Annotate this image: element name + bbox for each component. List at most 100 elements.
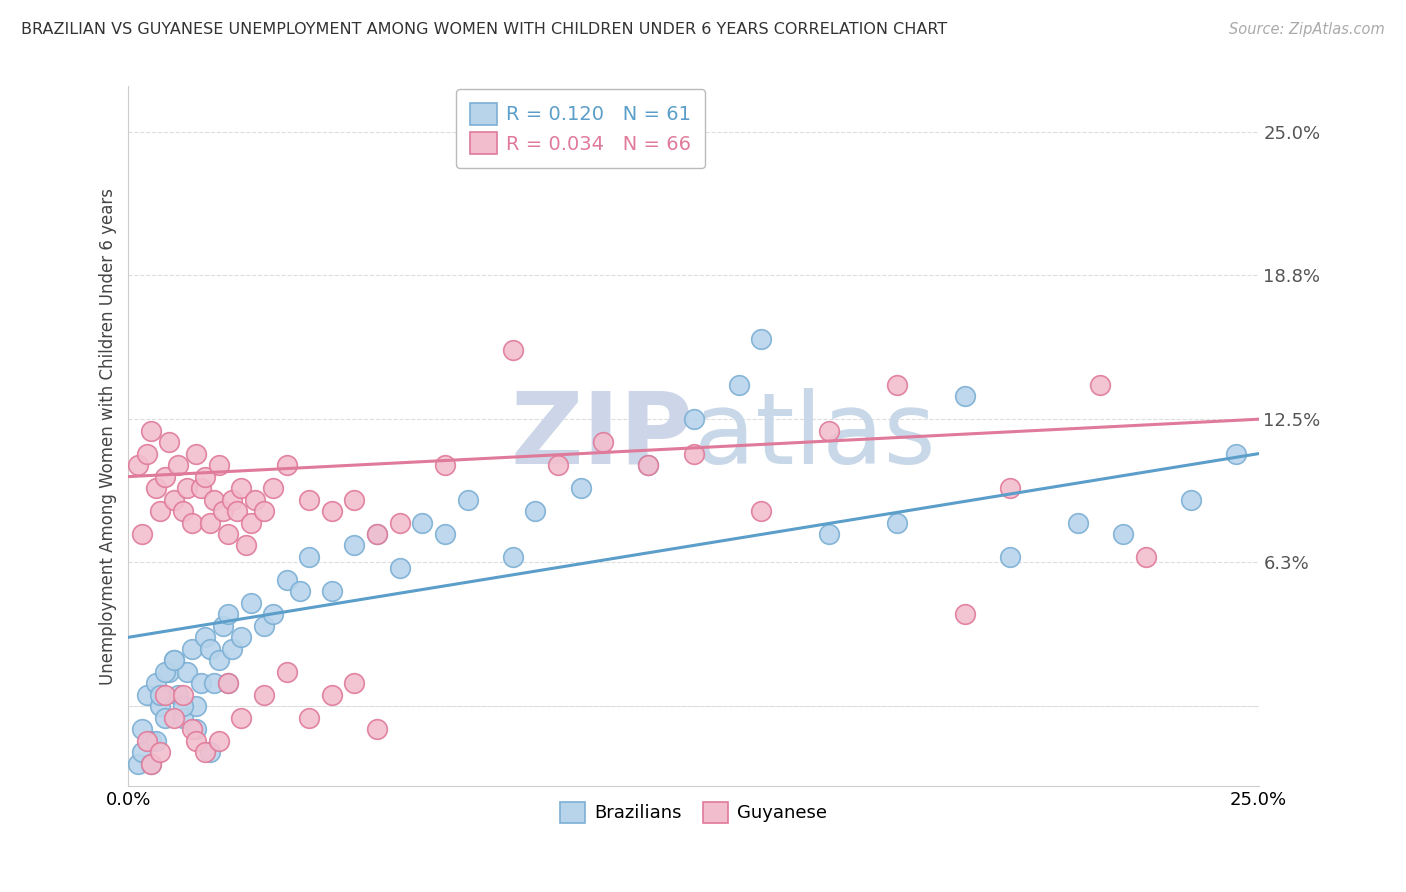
Point	[276, 665, 298, 679]
Point	[749, 504, 772, 518]
Point	[186, 722, 208, 736]
Text: atlas: atlas	[693, 388, 935, 485]
Point	[276, 573, 298, 587]
Point	[217, 527, 239, 541]
Point	[153, 711, 176, 725]
Point	[139, 733, 162, 747]
Point	[502, 549, 524, 564]
Point	[343, 492, 366, 507]
Legend: Brazilians, Guyanese: Brazilians, Guyanese	[548, 791, 838, 833]
Point	[569, 481, 592, 495]
Point	[202, 676, 225, 690]
Point	[135, 447, 157, 461]
Point	[194, 630, 217, 644]
Point	[127, 756, 149, 771]
Point	[243, 492, 266, 507]
Point	[172, 504, 194, 518]
Point	[1225, 447, 1247, 461]
Point	[235, 538, 257, 552]
Point	[1112, 527, 1135, 541]
Point	[135, 688, 157, 702]
Point	[998, 549, 1021, 564]
Point	[457, 492, 479, 507]
Point	[1180, 492, 1202, 507]
Point	[198, 516, 221, 530]
Point	[388, 561, 411, 575]
Point	[139, 756, 162, 771]
Point	[153, 665, 176, 679]
Point	[818, 527, 841, 541]
Point	[433, 527, 456, 541]
Point	[998, 481, 1021, 495]
Point	[276, 458, 298, 472]
Point	[682, 412, 704, 426]
Point	[198, 745, 221, 759]
Point	[727, 377, 749, 392]
Point	[298, 492, 321, 507]
Point	[366, 527, 388, 541]
Point	[1135, 549, 1157, 564]
Point	[262, 481, 284, 495]
Point	[682, 447, 704, 461]
Point	[231, 711, 253, 725]
Point	[502, 343, 524, 358]
Point	[149, 504, 172, 518]
Point	[547, 458, 569, 472]
Point	[592, 435, 614, 450]
Point	[186, 699, 208, 714]
Point	[176, 665, 198, 679]
Point	[366, 527, 388, 541]
Point	[321, 584, 343, 599]
Point	[343, 538, 366, 552]
Point	[157, 665, 180, 679]
Point	[253, 688, 276, 702]
Point	[343, 676, 366, 690]
Point	[145, 733, 167, 747]
Text: ZIP: ZIP	[510, 388, 693, 485]
Point	[194, 745, 217, 759]
Point	[131, 745, 153, 759]
Point	[139, 756, 162, 771]
Point	[221, 641, 243, 656]
Point	[190, 481, 212, 495]
Point	[239, 596, 262, 610]
Point	[149, 745, 172, 759]
Point	[290, 584, 312, 599]
Point	[163, 653, 186, 667]
Point	[321, 504, 343, 518]
Point	[253, 619, 276, 633]
Point	[208, 458, 231, 472]
Point	[163, 711, 186, 725]
Point	[226, 504, 249, 518]
Point	[321, 688, 343, 702]
Point	[231, 630, 253, 644]
Point	[149, 699, 172, 714]
Point	[186, 447, 208, 461]
Y-axis label: Unemployment Among Women with Children Under 6 years: Unemployment Among Women with Children U…	[100, 188, 117, 685]
Point	[239, 516, 262, 530]
Point	[637, 458, 659, 472]
Point	[145, 676, 167, 690]
Point	[298, 549, 321, 564]
Point	[262, 607, 284, 622]
Point	[135, 733, 157, 747]
Point	[637, 458, 659, 472]
Point	[190, 676, 212, 690]
Point	[953, 607, 976, 622]
Point	[167, 688, 190, 702]
Point	[1067, 516, 1090, 530]
Point	[131, 527, 153, 541]
Point	[202, 492, 225, 507]
Point	[208, 653, 231, 667]
Point	[186, 733, 208, 747]
Point	[818, 424, 841, 438]
Point	[433, 458, 456, 472]
Point	[388, 516, 411, 530]
Point	[145, 481, 167, 495]
Point	[127, 458, 149, 472]
Point	[153, 688, 176, 702]
Point	[198, 641, 221, 656]
Point	[953, 389, 976, 403]
Text: Source: ZipAtlas.com: Source: ZipAtlas.com	[1229, 22, 1385, 37]
Point	[180, 722, 202, 736]
